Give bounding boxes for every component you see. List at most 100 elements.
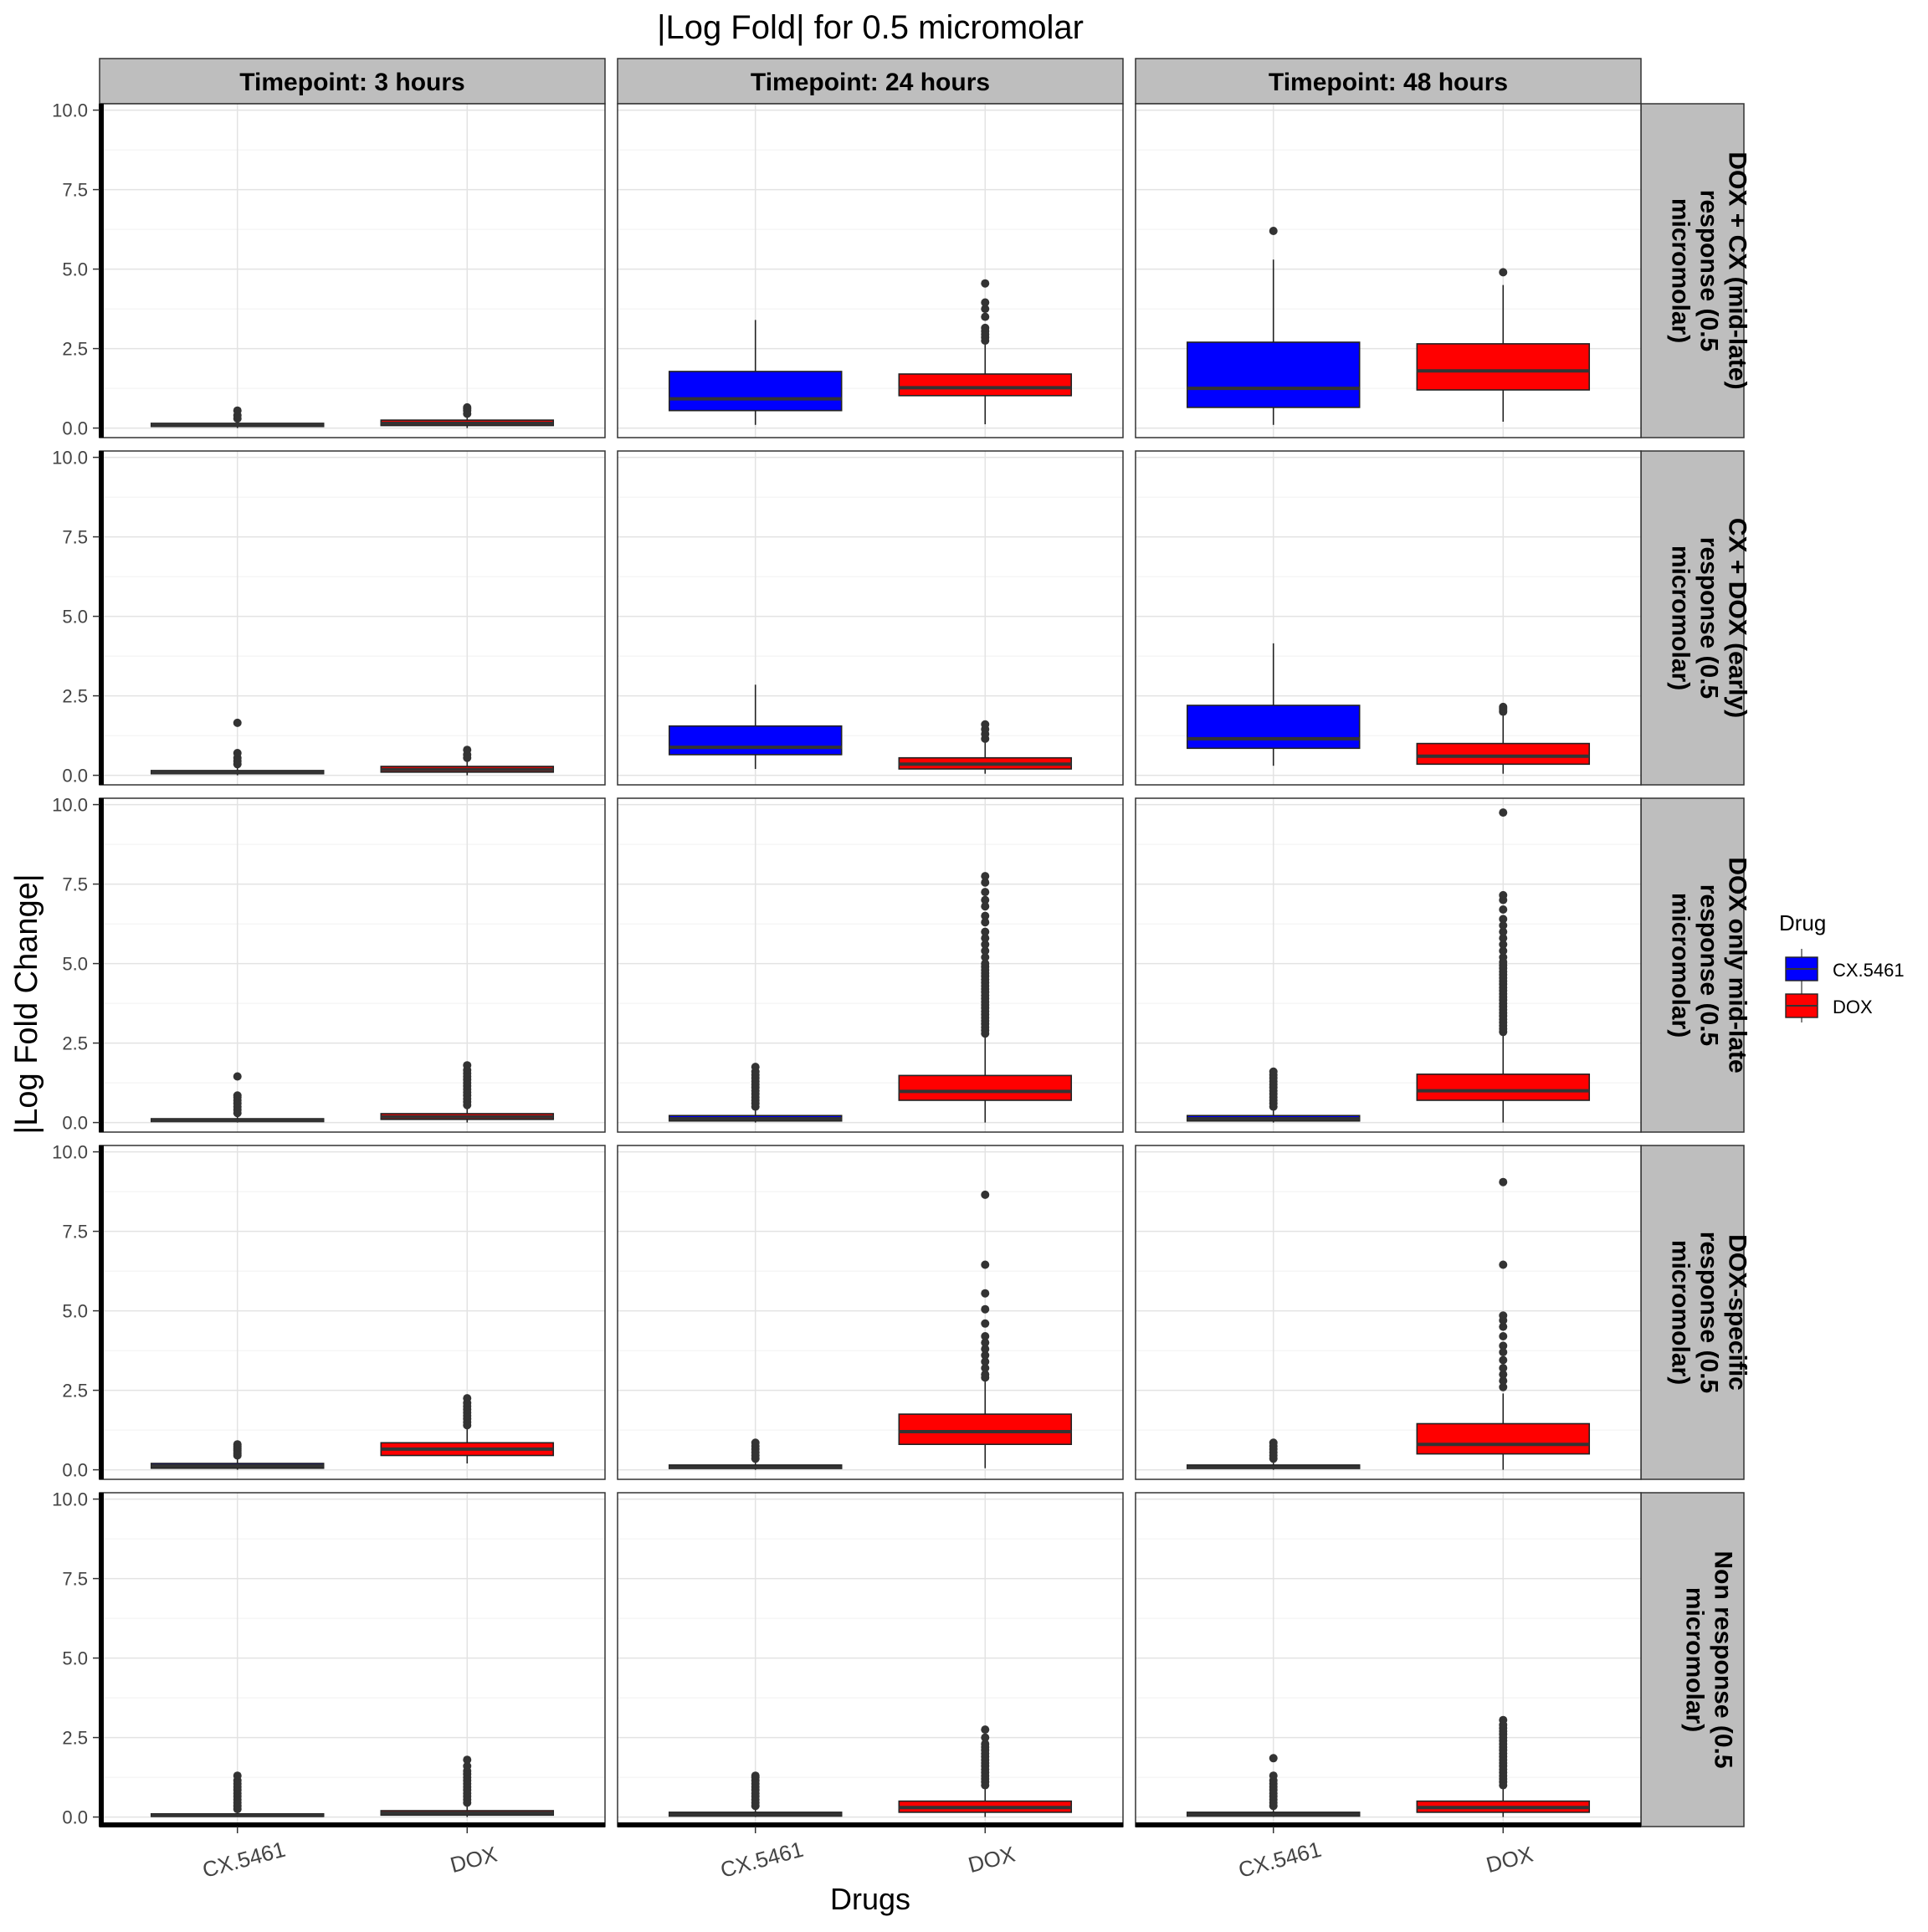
outlier-point bbox=[981, 1304, 990, 1314]
panel bbox=[1135, 797, 1642, 1133]
outlier-point bbox=[981, 911, 990, 920]
y-tick-label: 7.5 bbox=[62, 527, 88, 548]
y-tick-label: 0.0 bbox=[62, 766, 88, 787]
outlier-point bbox=[981, 1332, 990, 1340]
box-dox bbox=[898, 373, 1073, 397]
outlier-point bbox=[981, 888, 990, 897]
outlier-point bbox=[981, 1319, 990, 1328]
outlier-point bbox=[1499, 927, 1508, 936]
outlier-point bbox=[981, 1289, 990, 1298]
outlier-point bbox=[751, 1438, 760, 1448]
panel-border bbox=[1135, 797, 1642, 1133]
y-tick-label: 5.0 bbox=[62, 954, 88, 975]
outlier-point bbox=[751, 1063, 760, 1072]
row-strip-label: DOX only mid-late bbox=[1724, 857, 1751, 1073]
outlier-point bbox=[463, 1394, 472, 1403]
row-strip-label: DOX + CX (mid-late) bbox=[1724, 151, 1751, 389]
y-tick-label: 2.5 bbox=[62, 1033, 88, 1054]
row-strip bbox=[1640, 1492, 1745, 1827]
panel-background bbox=[100, 1145, 605, 1479]
outlier-point bbox=[981, 279, 990, 288]
column-strip bbox=[99, 58, 606, 105]
outlier-point bbox=[1499, 1370, 1508, 1379]
panel bbox=[1135, 1145, 1642, 1480]
column-strip-label: Timepoint: 24 hours bbox=[751, 69, 990, 96]
column-strip-label: Timepoint: 3 hours bbox=[239, 69, 464, 96]
outlier-point bbox=[981, 1364, 990, 1372]
panel-border bbox=[1135, 103, 1642, 438]
row-strip-label: CX + DOX (early) bbox=[1724, 518, 1751, 718]
outlier-point bbox=[233, 1771, 242, 1781]
outlier-point bbox=[1499, 890, 1508, 899]
panel bbox=[1135, 450, 1642, 786]
outlier-point bbox=[981, 1260, 990, 1269]
row-strip-label: response (0.5 bbox=[1695, 1232, 1723, 1393]
outlier-point bbox=[1499, 1348, 1508, 1356]
y-tick-label: 0.0 bbox=[62, 1807, 88, 1828]
outlier-point bbox=[1499, 1364, 1508, 1372]
outlier-point bbox=[981, 1370, 990, 1379]
y-tick-label: 7.5 bbox=[62, 1222, 88, 1243]
outlier-point bbox=[463, 1755, 472, 1765]
panel-background bbox=[100, 104, 605, 438]
outlier-point bbox=[1499, 1382, 1508, 1391]
outlier-point bbox=[233, 718, 242, 727]
row-strip-label: micromolar) bbox=[1667, 893, 1695, 1038]
y-tick-label: 2.5 bbox=[62, 1381, 88, 1402]
outlier-point bbox=[981, 946, 990, 956]
panel bbox=[617, 103, 1124, 438]
panel-border bbox=[617, 1145, 1124, 1480]
outlier-point bbox=[1499, 1322, 1508, 1331]
outlier-point bbox=[1499, 946, 1508, 956]
box-dox bbox=[1416, 1422, 1591, 1455]
row-strip-label: response (0.5 bbox=[1695, 884, 1723, 1046]
row-strip bbox=[1640, 103, 1745, 438]
x-axis-title: Drugs bbox=[830, 1882, 910, 1916]
legend-title: Drug bbox=[1779, 910, 1826, 935]
panel: CX.5461 DOX bbox=[1135, 1492, 1642, 1883]
outlier-point bbox=[463, 1061, 472, 1070]
outlier-point bbox=[1269, 1771, 1278, 1781]
legend-items: CX.5461 DOX bbox=[1785, 949, 1905, 1022]
outlier-point bbox=[751, 1771, 760, 1781]
panel-border bbox=[617, 450, 1124, 786]
outlier-point bbox=[1499, 1376, 1508, 1386]
outlier-point bbox=[1499, 1260, 1508, 1269]
panel: 0.0 2.5 5.0 7.5 10.0 bbox=[52, 795, 606, 1134]
legend-item: DOX bbox=[1785, 986, 1873, 1022]
outlier-point bbox=[1499, 702, 1508, 711]
y-tick-label: 7.5 bbox=[62, 1569, 88, 1590]
legend-item-label: CX.5461 bbox=[1833, 960, 1905, 981]
outlier-point bbox=[981, 1725, 990, 1735]
panel: 0.0 2.5 5.0 7.5 10.0 bbox=[52, 100, 606, 439]
outlier-point bbox=[233, 749, 242, 757]
outlier-point bbox=[1269, 1438, 1278, 1448]
y-tick-label: 7.5 bbox=[62, 874, 88, 895]
outlier-point bbox=[981, 1190, 990, 1199]
row-strip bbox=[1640, 797, 1745, 1133]
outlier-point bbox=[981, 298, 990, 307]
outlier-point bbox=[1499, 940, 1508, 949]
outlier-point bbox=[981, 895, 990, 905]
y-tick-label: 5.0 bbox=[62, 607, 88, 628]
panel bbox=[617, 797, 1124, 1133]
outlier-point bbox=[981, 305, 990, 314]
outlier-point bbox=[981, 918, 990, 927]
row-strip-label: Non response (0.5 bbox=[1710, 1550, 1737, 1768]
panel: 0.0 2.5 5.0 7.5 10.0 bbox=[52, 448, 606, 787]
outlier-point bbox=[981, 940, 990, 949]
panel bbox=[617, 450, 1124, 786]
outlier-point bbox=[233, 1072, 242, 1081]
chart-title: |Log Fold| for 0.5 micromolar bbox=[657, 9, 1084, 46]
legend-item-label: DOX bbox=[1833, 997, 1873, 1017]
row-strip-label: response (0.5 bbox=[1695, 190, 1723, 351]
row-strip-label: DOX-specific bbox=[1724, 1234, 1751, 1391]
y-tick-label: 2.5 bbox=[62, 339, 88, 360]
outlier-point bbox=[981, 1350, 990, 1360]
outlier-point bbox=[463, 402, 472, 412]
outlier-point bbox=[981, 934, 990, 943]
y-tick-label: 2.5 bbox=[62, 1728, 88, 1749]
outlier-point bbox=[1499, 268, 1508, 277]
